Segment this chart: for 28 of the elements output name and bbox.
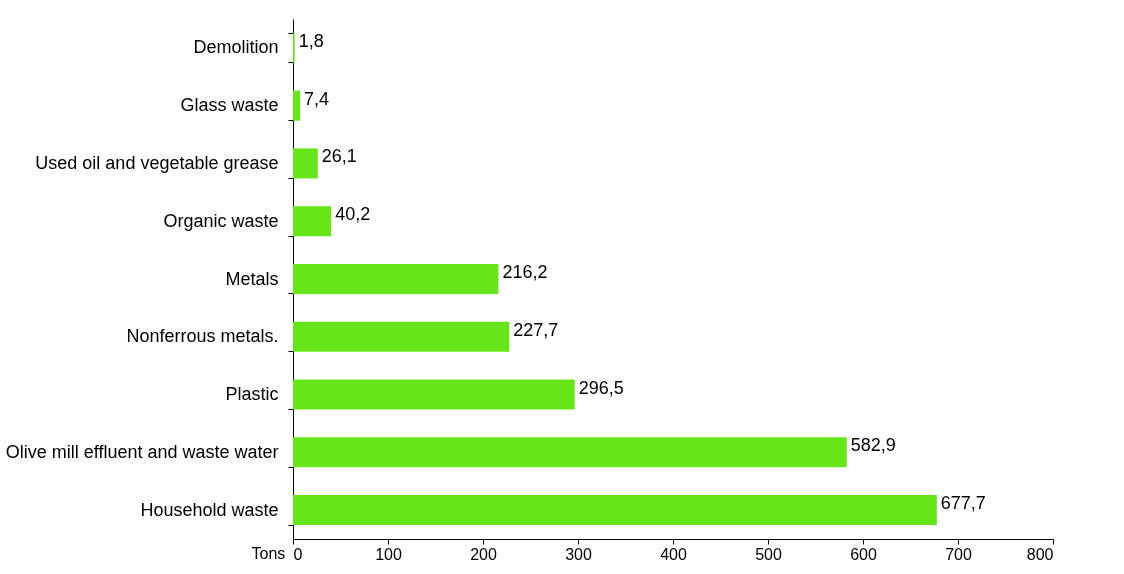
data-label: 227,7 bbox=[513, 319, 559, 340]
y-tick-label: Demolition bbox=[193, 37, 279, 58]
data-label: 216,2 bbox=[502, 262, 548, 282]
y-tick-label: Household waste bbox=[140, 499, 279, 520]
x-tick-label: 800 bbox=[1026, 545, 1054, 563]
data-label: 1,8 bbox=[298, 30, 324, 51]
x-tick-label: 200 bbox=[470, 545, 497, 563]
data-label: 296,5 bbox=[578, 377, 624, 398]
x-tick-label: 100 bbox=[375, 545, 402, 563]
y-tick-label: Organic waste bbox=[163, 210, 279, 231]
y-tick-label: Used oil and vegetable grease bbox=[35, 152, 279, 173]
y-tick-label: Olive mill effluent and waste water bbox=[5, 441, 279, 462]
y-tick-label: Plastic bbox=[225, 384, 279, 405]
y-tick-label: Metals bbox=[225, 268, 279, 289]
data-label: 677,7 bbox=[940, 493, 986, 514]
data-label: 40,2 bbox=[335, 204, 371, 225]
x-tick-label: 400 bbox=[660, 545, 687, 563]
x-axis-title: Tons bbox=[251, 544, 286, 562]
x-tick-label: 600 bbox=[850, 545, 877, 563]
y-tick-label: Nonferrous metals. bbox=[126, 326, 279, 347]
data-label: 7,4 bbox=[304, 88, 330, 109]
data-label: 582,9 bbox=[850, 435, 896, 456]
data-label: 26,1 bbox=[321, 146, 357, 167]
x-tick-label: 300 bbox=[565, 545, 592, 563]
x-tick-label: 0 bbox=[293, 545, 303, 563]
x-tick-label: 500 bbox=[755, 545, 782, 563]
y-tick-label: Glass waste bbox=[180, 95, 279, 116]
x-tick-label: 700 bbox=[945, 545, 972, 563]
